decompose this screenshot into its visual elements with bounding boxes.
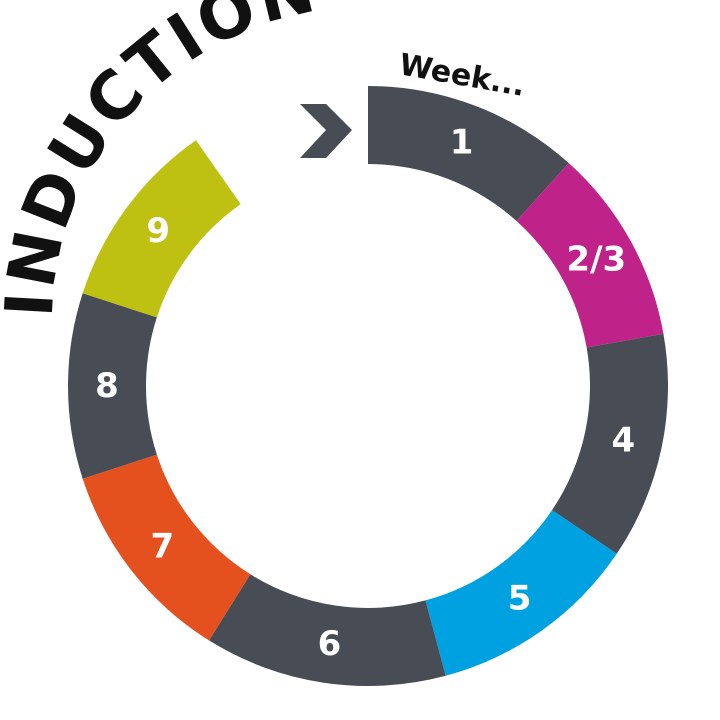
ring-segment-label: 6	[318, 624, 342, 664]
ring-segment-label: 9	[146, 211, 170, 251]
ring-segment-label: 7	[150, 527, 174, 567]
ring-segment-2-3	[516, 163, 664, 348]
ring-segment-4	[552, 333, 668, 554]
ring-segment-5	[425, 510, 617, 676]
ring-segment-7	[82, 454, 251, 641]
ring-segment-9	[82, 140, 241, 318]
ring-segment-8	[68, 293, 157, 479]
ring-segment-label: 4	[611, 420, 635, 460]
week-ring: 1 2/3 4 5 6 7 8 9	[68, 86, 668, 687]
chevron-right-icon	[300, 104, 352, 158]
ring-segment-label: 5	[508, 578, 532, 618]
ring-segment-label: 8	[95, 366, 119, 406]
ring-segment-6	[209, 574, 446, 687]
ring-segment-1	[368, 86, 569, 222]
ring-segment-label: 1	[450, 122, 474, 162]
ring-segment-label: 2/3	[566, 239, 626, 279]
